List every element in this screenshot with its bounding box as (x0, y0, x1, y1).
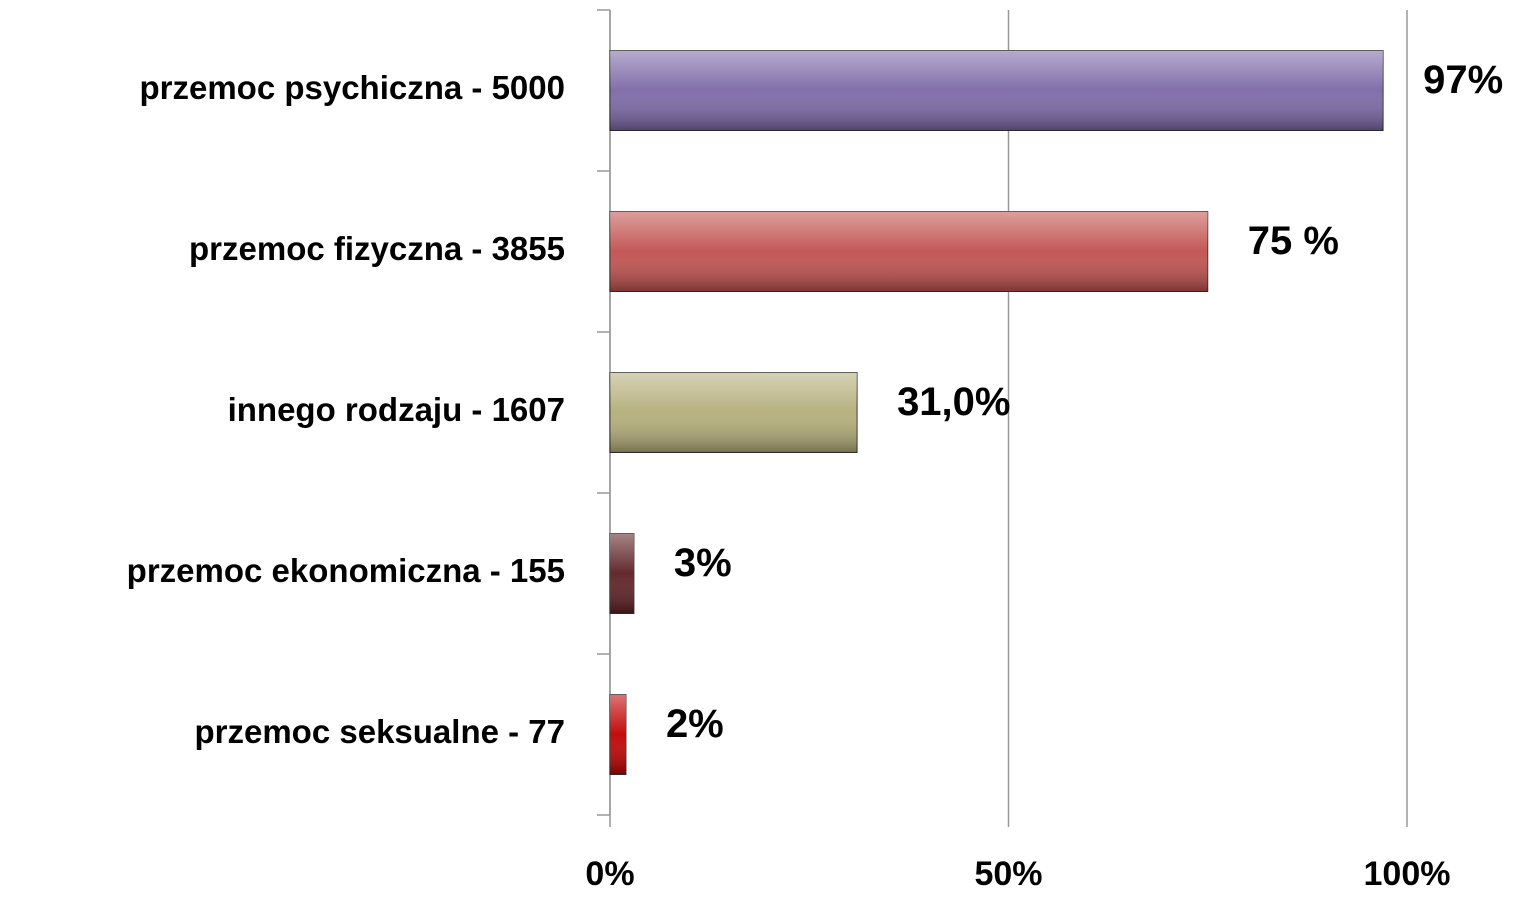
bar-shine (610, 211, 1208, 292)
bar-shine (610, 372, 858, 453)
bar-shine (610, 694, 626, 775)
value-label: 31,0% (897, 380, 1010, 424)
y-tick-label: przemoc psychiczna - 5000 (139, 69, 565, 106)
bar-shine (610, 50, 1384, 131)
y-tick-label: innego rodzaju - 1607 (228, 391, 565, 428)
y-tick-label: przemoc seksualne - 77 (194, 713, 565, 750)
y-tick-label: przemoc fizyczna - 3855 (189, 230, 565, 267)
y-tick-label: przemoc ekonomiczna - 155 (127, 552, 565, 589)
x-tick-label: 100% (1364, 855, 1451, 893)
x-tick-label: 50% (974, 855, 1042, 893)
bar-shine (610, 533, 634, 614)
x-tick-label: 0% (585, 855, 634, 893)
value-label: 3% (674, 541, 732, 585)
value-label: 75 % (1248, 219, 1339, 263)
value-label: 97% (1423, 58, 1503, 102)
value-label: 2% (666, 702, 724, 746)
